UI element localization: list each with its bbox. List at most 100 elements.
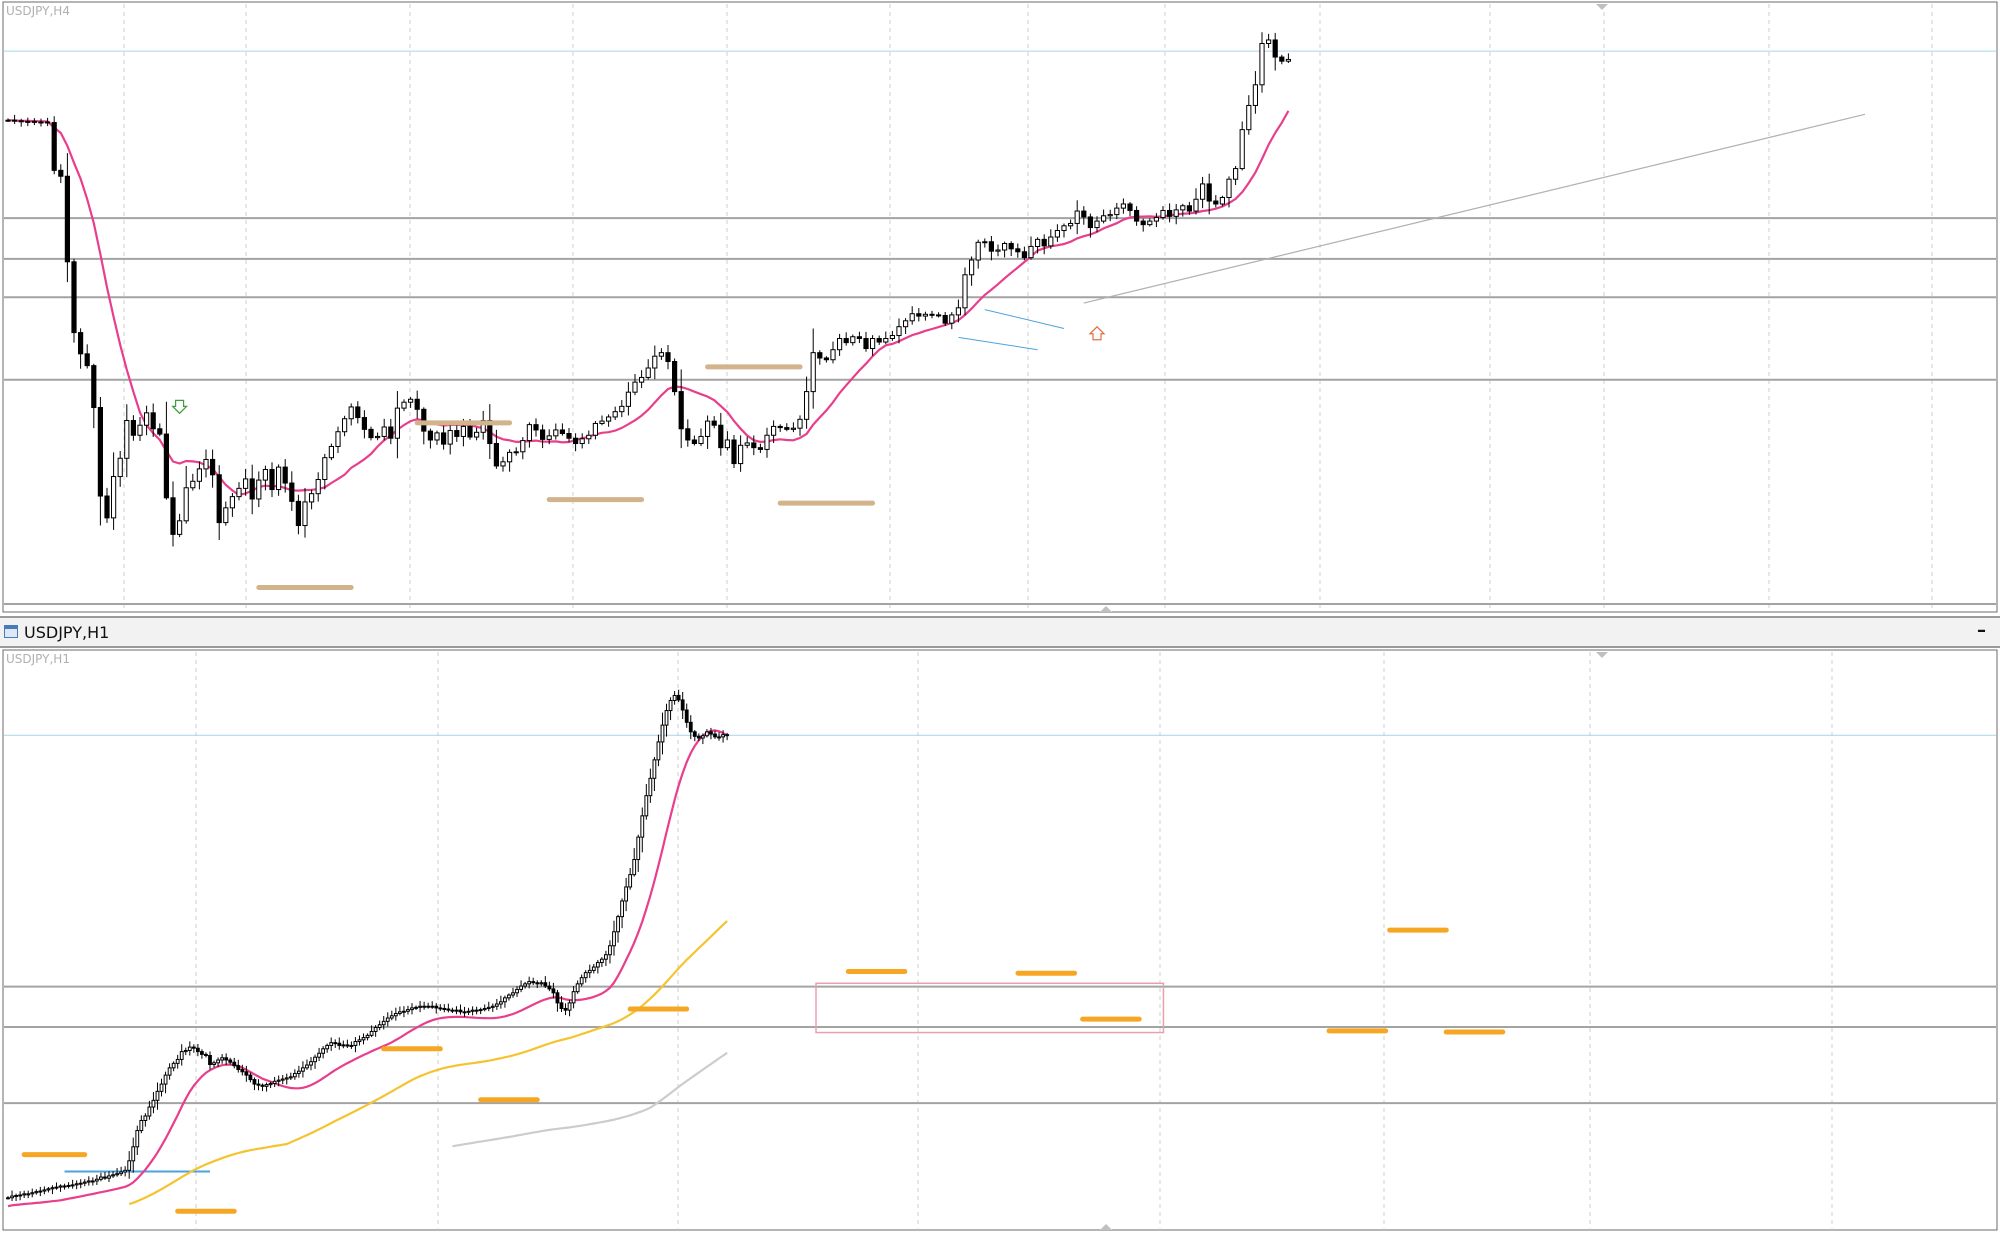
h4-candle — [1180, 205, 1186, 211]
h4-candle — [71, 261, 77, 334]
h4-candle — [592, 422, 598, 436]
h1-candle — [236, 1065, 241, 1071]
h4-candle — [64, 175, 71, 263]
h4-candle — [1028, 245, 1034, 259]
h4-candle — [256, 479, 262, 500]
h4-candle — [441, 432, 447, 445]
h1-candle — [183, 1049, 188, 1053]
h4-candle — [1008, 243, 1014, 250]
h1-candle — [632, 859, 637, 876]
h4-candle — [903, 320, 909, 328]
h4-candle — [606, 416, 612, 422]
h4-candle — [460, 425, 466, 437]
h1-chart-pane[interactable]: USDJPY,H1 — [0, 648, 2000, 1234]
h4-chart-canvas[interactable] — [0, 0, 2000, 616]
h4-candle — [408, 398, 414, 403]
h4-candle — [342, 418, 348, 433]
h4-candle — [183, 487, 189, 522]
h4-candle — [137, 424, 143, 436]
h4-candle — [1114, 207, 1120, 216]
h1-candle — [664, 710, 669, 726]
h4-candle — [328, 445, 334, 459]
h4-candle — [916, 313, 922, 317]
h1-chart-canvas[interactable] — [0, 648, 2000, 1234]
h1-candle — [107, 1175, 111, 1179]
h4-candle — [1048, 236, 1054, 247]
h1-candle — [434, 1005, 439, 1009]
h1-candle — [42, 1189, 47, 1192]
h1-candle — [482, 1007, 487, 1011]
h4-candle — [1246, 104, 1252, 131]
h4-candle — [467, 425, 473, 438]
h1-candle — [208, 1055, 212, 1065]
h4-candle — [1061, 225, 1067, 232]
h4-candle — [705, 420, 711, 437]
h1-candle — [628, 874, 633, 888]
h4-candle — [262, 468, 268, 481]
h4-candle — [84, 353, 90, 367]
h1-candle — [349, 1044, 354, 1047]
h4-candle — [51, 122, 57, 171]
h4-candle — [718, 424, 724, 449]
h1-candle — [127, 1160, 132, 1171]
window-title: USDJPY,H1 — [24, 623, 110, 642]
h4-candle — [982, 241, 988, 244]
h4-candle — [579, 438, 585, 445]
h1-candle — [94, 1178, 99, 1182]
h1-candle — [325, 1044, 330, 1050]
h1-candle — [418, 1005, 422, 1008]
h1-candle — [268, 1083, 273, 1086]
h1-candle — [18, 1194, 23, 1197]
h4-candle — [876, 338, 882, 343]
h1-candle — [438, 1007, 443, 1010]
h4-candle — [520, 440, 526, 453]
h4-candle — [124, 420, 130, 459]
h4-candle — [1259, 43, 1265, 86]
h1-window-titlebar[interactable]: USDJPY,H1 – — [0, 616, 2000, 648]
h1-candle — [317, 1052, 321, 1058]
h1-candle — [684, 709, 689, 723]
h4-candle — [1272, 39, 1278, 58]
h4-candle — [995, 249, 1001, 252]
h1-candle — [450, 1009, 455, 1012]
h4-candle — [771, 425, 777, 436]
h1-candle — [321, 1048, 326, 1054]
h1-moving-average-line — [7, 729, 728, 1208]
h1-candle — [305, 1064, 309, 1069]
h1-candle — [329, 1042, 334, 1046]
h4-candle — [1081, 210, 1087, 218]
h1-candle — [660, 724, 665, 743]
h4-candle — [1120, 203, 1127, 209]
h1-candle — [656, 741, 661, 761]
h4-down-arrow-icon — [171, 399, 189, 415]
h4-candle — [744, 442, 750, 446]
h1-candle — [369, 1030, 374, 1036]
h4-candle — [500, 461, 506, 467]
h1-candle — [204, 1053, 208, 1057]
h4-candle — [645, 367, 651, 378]
h1-candle — [119, 1171, 124, 1175]
h1-candle — [292, 1072, 297, 1078]
h4-chart-pane[interactable]: USDJPY,H4 — [0, 0, 2000, 616]
h1-candle — [365, 1034, 370, 1039]
h4-candle — [1127, 203, 1133, 211]
h4-candle — [216, 474, 222, 524]
h1-candle — [539, 982, 544, 985]
h1-top-marker-icon — [1596, 652, 1608, 658]
h1-candle — [187, 1046, 192, 1051]
minimize-button[interactable]: – — [1977, 620, 1986, 641]
h4-candle — [1002, 243, 1008, 251]
h4-candle — [210, 458, 216, 476]
h4-candle — [97, 407, 104, 497]
h4-candle — [150, 412, 156, 430]
h1-candle — [648, 777, 653, 797]
h4-candle — [58, 169, 64, 177]
h1-candle — [507, 994, 511, 999]
h1-candle — [123, 1169, 128, 1173]
h1-candle — [543, 982, 548, 987]
h4-candle — [850, 336, 856, 344]
h4-candle — [434, 432, 440, 441]
h4-candle — [1167, 209, 1173, 217]
h1-candle — [503, 997, 507, 1003]
h1-candle — [519, 985, 523, 990]
